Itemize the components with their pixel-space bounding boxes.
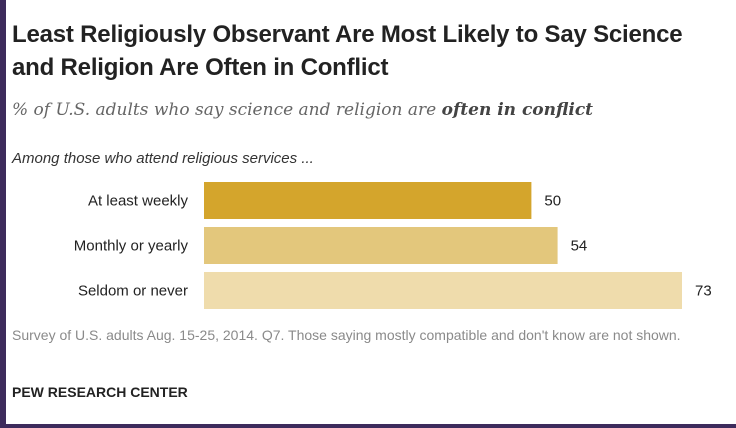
footnote: Survey of U.S. adults Aug. 15-25, 2014. … bbox=[12, 327, 681, 343]
bar-chart: At least weekly 50 Monthly or yearly 54 Seld… bbox=[74, 182, 712, 309]
chart-title: Least Religiously Observant Are Most Lik… bbox=[12, 21, 683, 81]
category-label-monthly-or-yearly: Monthly or yearly bbox=[74, 238, 189, 255]
source-credit: PEW RESEARCH CENTER bbox=[12, 384, 188, 400]
subtitle-emphasis: often in conflict bbox=[441, 100, 594, 120]
group-label: Among those who attend religious service… bbox=[12, 150, 314, 167]
category-label-at-least-weekly: At least weekly bbox=[88, 193, 189, 210]
category-label-seldom-or-never: Seldom or never bbox=[78, 283, 188, 300]
left-border bbox=[0, 0, 6, 428]
value-label-seldom-or-never: 73 bbox=[695, 283, 712, 300]
chart-subtitle: % of U.S. adults who say science and rel… bbox=[12, 100, 593, 120]
subtitle-prefix: % of U.S. adults who say science and rel… bbox=[12, 100, 442, 120]
value-label-at-least-weekly: 50 bbox=[544, 193, 561, 210]
bar-at-least-weekly bbox=[204, 182, 532, 219]
value-label-monthly-or-yearly: 54 bbox=[571, 238, 588, 255]
bar-seldom-or-never bbox=[204, 272, 682, 309]
bottom-border bbox=[0, 424, 736, 428]
bar-monthly-or-yearly bbox=[204, 227, 558, 264]
